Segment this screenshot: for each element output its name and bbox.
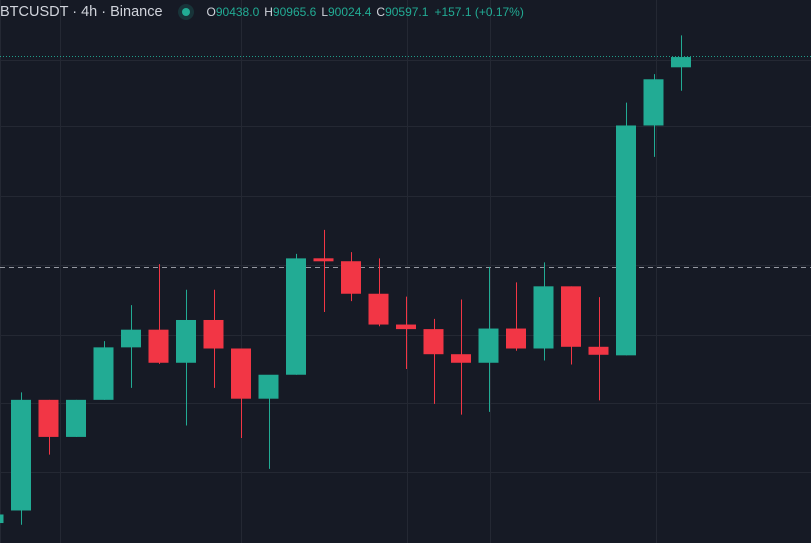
candle[interactable] <box>38 399 59 455</box>
candle[interactable] <box>313 229 334 312</box>
ohlc-readout: O 90438.0 H 90965.6 L 90024.4 C 90597.1 … <box>207 5 524 19</box>
candle-body <box>93 347 114 400</box>
candle[interactable] <box>561 286 581 365</box>
candle-body <box>121 329 141 348</box>
candle-body <box>286 258 306 375</box>
candle-body <box>176 319 196 363</box>
candle-body <box>11 399 31 511</box>
candle[interactable] <box>11 392 31 525</box>
high-label: H <box>264 5 273 19</box>
candle-body <box>671 57 691 68</box>
candle[interactable] <box>423 318 444 404</box>
market-status-icon[interactable] <box>175 1 197 23</box>
low-label: L <box>321 5 328 19</box>
candle-body <box>0 514 4 524</box>
candle-body <box>533 286 554 349</box>
low-value: 90024.4 <box>328 5 372 19</box>
candle[interactable] <box>588 297 609 401</box>
candle[interactable] <box>258 374 279 469</box>
symbol-label[interactable]: BTCUSDT · 4h · Binance <box>0 4 163 20</box>
close-value: 90597.1 <box>385 5 429 19</box>
candle-body <box>231 348 251 399</box>
candle[interactable] <box>66 399 86 437</box>
candle-body <box>396 324 416 330</box>
candle[interactable] <box>286 253 306 375</box>
candle[interactable] <box>176 289 196 426</box>
candle-body <box>258 374 279 399</box>
candle[interactable] <box>93 341 114 400</box>
candle[interactable] <box>451 299 471 415</box>
chart-legend: BTCUSDT · 4h · Binance O 90438.0 H 90965… <box>0 2 524 22</box>
candle-body <box>341 261 361 294</box>
candle[interactable] <box>396 296 416 370</box>
candle-body <box>38 399 59 437</box>
candle-body <box>451 354 471 363</box>
close-label: C <box>376 5 386 19</box>
candle-body <box>313 258 334 262</box>
candles[interactable] <box>0 35 691 533</box>
candle[interactable] <box>0 506 4 533</box>
candle-body <box>506 328 526 349</box>
markers <box>0 56 811 268</box>
candle[interactable] <box>478 266 499 412</box>
candle[interactable] <box>203 289 224 388</box>
candle[interactable] <box>616 102 636 356</box>
candle[interactable] <box>341 252 361 302</box>
candle[interactable] <box>368 258 389 327</box>
candle-body <box>478 328 499 363</box>
candle[interactable] <box>506 282 526 351</box>
candle-body <box>66 399 86 437</box>
candle-body <box>423 329 444 355</box>
open-value: 90438.0 <box>215 5 260 19</box>
high-value: 90965.6 <box>272 5 317 19</box>
candle-body <box>616 125 636 356</box>
candle[interactable] <box>671 35 691 91</box>
candle-body <box>368 293 389 325</box>
candle[interactable] <box>148 264 169 364</box>
candle[interactable] <box>121 305 141 388</box>
candle-body <box>148 329 169 363</box>
candle-body <box>561 286 581 347</box>
change-value: +157.1 (+0.17%) <box>434 5 524 19</box>
candle-body <box>203 319 224 349</box>
candle[interactable] <box>231 348 251 439</box>
candle-body <box>588 346 609 355</box>
candle-body <box>643 79 664 126</box>
open-label: O <box>206 5 216 19</box>
candle[interactable] <box>533 262 554 361</box>
candle[interactable] <box>643 74 664 157</box>
